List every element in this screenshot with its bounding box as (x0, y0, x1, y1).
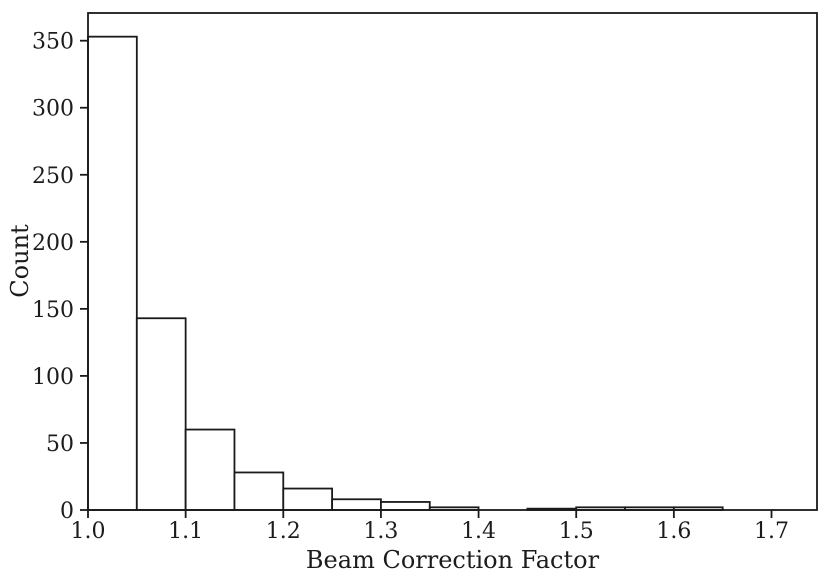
x-axis-label: Beam Correction Factor (305, 546, 600, 574)
x-tick-label: 1.5 (559, 519, 594, 544)
y-tick-label: 0 (60, 499, 74, 524)
x-tick-label: 1.4 (461, 519, 496, 544)
plot-frame (87, 12, 818, 511)
histogram-bar (282, 487, 334, 511)
y-tick-label: 350 (32, 30, 74, 55)
y-tick-label: 250 (32, 164, 74, 189)
histogram-bar (135, 317, 187, 511)
y-tick-label: 200 (32, 231, 74, 256)
x-tick-label: 1.0 (71, 519, 106, 544)
y-tick-label: 50 (46, 432, 74, 457)
histogram-bar (184, 428, 236, 511)
x-tick-label: 1.6 (656, 519, 691, 544)
histogram-bar (380, 501, 431, 511)
x-tick-label: 1.2 (266, 519, 301, 544)
x-tick-label: 1.1 (168, 519, 203, 544)
y-tick-label: 300 (32, 97, 74, 122)
histogram-bar (233, 471, 285, 511)
y-tick-label: 100 (32, 365, 74, 390)
histogram-bar (87, 35, 138, 511)
histogram-bar (331, 498, 382, 511)
x-tick-label: 1.3 (363, 519, 398, 544)
y-tick-label: 150 (32, 298, 74, 323)
y-axis-label: Count (6, 224, 34, 298)
x-tick-label: 1.7 (754, 519, 789, 544)
